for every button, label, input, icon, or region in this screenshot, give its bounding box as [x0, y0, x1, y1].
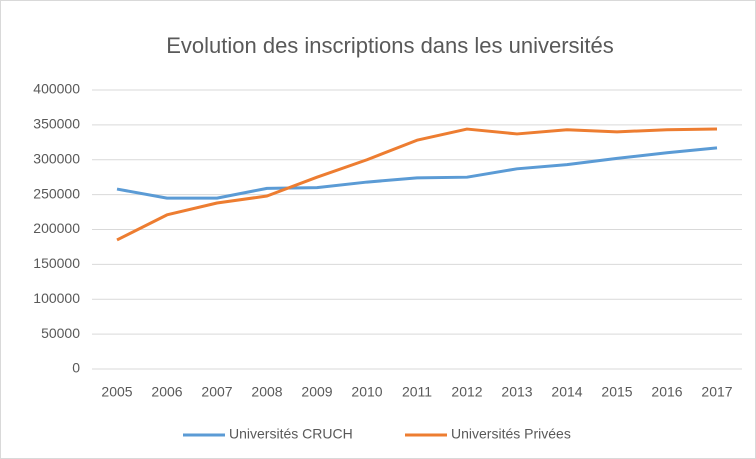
y-tick-label: 0: [72, 360, 80, 376]
y-tick-label: 200000: [33, 220, 80, 236]
y-tick-label: 250000: [33, 185, 80, 201]
x-tick-label: 2017: [701, 384, 732, 400]
x-tick-label: 2010: [351, 384, 382, 400]
x-tick-label: 2012: [451, 384, 482, 400]
x-tick-label: 2015: [601, 384, 632, 400]
x-tick-label: 2013: [501, 384, 532, 400]
x-tick-label: 2009: [301, 384, 332, 400]
chart-title: Evolution des inscriptions dans les univ…: [166, 33, 614, 58]
x-tick-label: 2006: [151, 384, 182, 400]
x-tick-label: 2007: [201, 384, 232, 400]
legend-label: Universités CRUCH: [229, 426, 353, 442]
x-tick-label: 2008: [251, 384, 282, 400]
x-tick-label: 2011: [402, 384, 432, 400]
y-tick-label: 100000: [33, 290, 80, 306]
y-tick-label: 150000: [33, 255, 80, 271]
series-line: [116, 127, 718, 242]
legend-label: Universités Privées: [451, 426, 571, 442]
y-tick-label: 350000: [33, 116, 80, 132]
x-tick-label: 2005: [101, 384, 132, 400]
series-line: [116, 146, 718, 200]
x-tick-label: 2016: [651, 384, 682, 400]
x-tick-label: 2014: [551, 384, 582, 400]
y-tick-label: 50000: [41, 325, 80, 341]
y-tick-label: 300000: [33, 150, 80, 166]
y-tick-label: 400000: [33, 81, 80, 97]
